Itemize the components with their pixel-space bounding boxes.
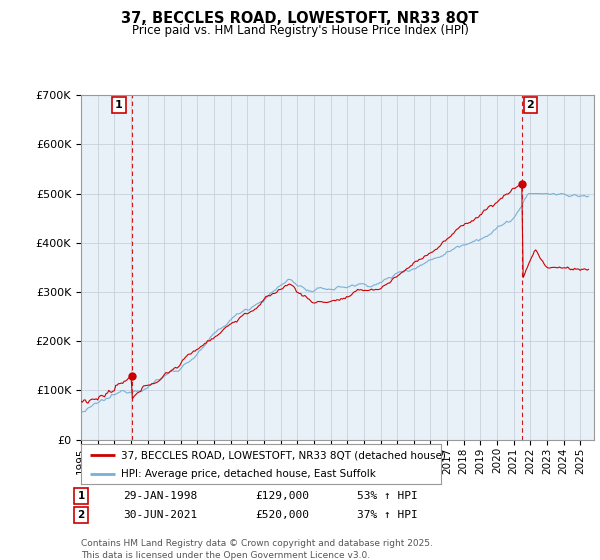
Text: 37, BECCLES ROAD, LOWESTOFT, NR33 8QT: 37, BECCLES ROAD, LOWESTOFT, NR33 8QT [121, 11, 479, 26]
Text: £520,000: £520,000 [255, 510, 309, 520]
Text: 1: 1 [115, 100, 123, 110]
Text: 37, BECCLES ROAD, LOWESTOFT, NR33 8QT (detached house): 37, BECCLES ROAD, LOWESTOFT, NR33 8QT (d… [121, 450, 445, 460]
Text: £129,000: £129,000 [255, 491, 309, 501]
Text: 37% ↑ HPI: 37% ↑ HPI [357, 510, 418, 520]
Text: 29-JAN-1998: 29-JAN-1998 [123, 491, 197, 501]
Text: 2: 2 [77, 510, 85, 520]
Text: Contains HM Land Registry data © Crown copyright and database right 2025.
This d: Contains HM Land Registry data © Crown c… [81, 539, 433, 559]
Text: 2: 2 [526, 100, 534, 110]
Text: Price paid vs. HM Land Registry's House Price Index (HPI): Price paid vs. HM Land Registry's House … [131, 24, 469, 36]
Text: 53% ↑ HPI: 53% ↑ HPI [357, 491, 418, 501]
Text: HPI: Average price, detached house, East Suffolk: HPI: Average price, detached house, East… [121, 469, 376, 479]
Text: 1: 1 [77, 491, 85, 501]
Text: 30-JUN-2021: 30-JUN-2021 [123, 510, 197, 520]
